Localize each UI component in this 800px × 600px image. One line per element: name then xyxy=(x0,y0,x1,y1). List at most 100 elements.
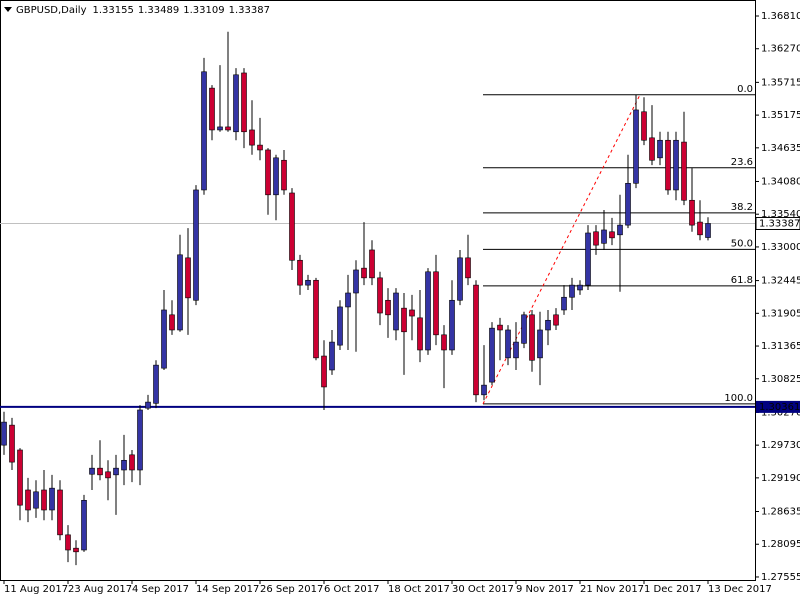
candle-body xyxy=(57,489,63,536)
candle-body xyxy=(233,74,239,133)
candle-body xyxy=(185,257,191,299)
candle-body xyxy=(465,257,471,279)
candle-body xyxy=(241,72,247,133)
x-tick-label: 30 Oct 2017 xyxy=(452,584,514,595)
candle-body xyxy=(113,467,119,476)
candle-body xyxy=(641,111,647,141)
x-tick-label: 18 Oct 2017 xyxy=(388,584,450,595)
candle-body xyxy=(441,334,447,351)
y-tick-label: 1.30270 xyxy=(761,407,800,418)
candle-body xyxy=(161,309,167,369)
y-tick-label: 1.35175 xyxy=(761,110,800,121)
candle-body xyxy=(529,314,535,361)
candle-body xyxy=(297,259,303,286)
menu-arrow[interactable] xyxy=(4,7,12,12)
candle-body xyxy=(313,279,319,359)
candle-body xyxy=(505,329,511,359)
price-label: 1.33387 xyxy=(759,218,800,229)
y-tick-label: 1.33540 xyxy=(761,209,800,220)
y-tick-label: 1.31365 xyxy=(761,341,800,352)
candle-body xyxy=(257,144,263,151)
candle-body xyxy=(601,229,607,244)
y-tick-label: 1.34080 xyxy=(761,176,800,187)
x-tick-label: 9 Nov 2017 xyxy=(516,584,574,595)
candle-body xyxy=(449,299,455,351)
candle-body xyxy=(41,489,47,511)
y-tick-label: 1.27555 xyxy=(761,572,800,583)
candle-body xyxy=(697,221,703,236)
candle-body xyxy=(273,157,279,196)
candle-body xyxy=(513,341,519,359)
candle-body xyxy=(97,467,103,476)
fib-label: 38.2 xyxy=(731,202,753,213)
candle-body xyxy=(585,232,591,286)
candle-body xyxy=(17,449,23,506)
candle-body xyxy=(497,324,503,331)
candle-body xyxy=(321,355,327,388)
candle-body xyxy=(473,284,479,396)
candle-body xyxy=(265,149,271,196)
candle-body xyxy=(201,71,207,191)
candle-body xyxy=(625,182,631,226)
fib-label: 61.8 xyxy=(731,275,753,286)
candle-body xyxy=(633,109,639,184)
candle-body xyxy=(217,126,223,131)
candle-body xyxy=(705,223,711,238)
ohlc-low: 1.33109 xyxy=(183,5,224,16)
candle-body xyxy=(33,491,39,509)
candle-body xyxy=(425,271,431,351)
candle-body xyxy=(385,299,391,316)
ohlc-open: 1.33155 xyxy=(93,5,134,16)
fib-label: 100.0 xyxy=(724,393,753,404)
candle-body xyxy=(81,499,87,551)
candle-body xyxy=(353,269,359,294)
hline-label-box xyxy=(756,400,800,413)
candle-body xyxy=(153,364,159,404)
candle-body xyxy=(169,314,175,331)
candle-body xyxy=(417,317,423,351)
candle-body xyxy=(569,284,575,298)
candle-body xyxy=(545,319,551,331)
x-tick-label: 26 Sep 2017 xyxy=(260,584,323,595)
ohlc-close: 1.33387 xyxy=(229,5,270,16)
x-tick-label: 14 Sep 2017 xyxy=(196,584,259,595)
candle-body xyxy=(401,307,407,333)
candle-body xyxy=(361,267,367,279)
candle-body xyxy=(689,199,695,226)
candle-body xyxy=(609,231,615,239)
candle-body xyxy=(25,489,31,511)
candle-body xyxy=(137,409,143,471)
x-tick-label: 21 Nov 2017 xyxy=(580,584,644,595)
candle-body xyxy=(657,139,663,159)
candle-body xyxy=(105,471,111,479)
candle-body xyxy=(145,401,151,409)
y-tick-label: 1.29730 xyxy=(761,440,800,451)
y-tick-label: 1.33000 xyxy=(761,242,800,253)
candle-body xyxy=(249,129,255,146)
y-tick-label: 1.34635 xyxy=(761,143,800,154)
y-tick-label: 1.35715 xyxy=(761,77,800,88)
y-tick-label: 1.31905 xyxy=(761,308,800,319)
candle-body xyxy=(489,327,495,383)
chart-title: GBPUSD,Daily 1.33155 1.33489 1.33109 1.33387 xyxy=(16,5,270,16)
candle-body xyxy=(457,257,463,301)
candle-body xyxy=(553,314,559,326)
candle-body xyxy=(377,277,383,314)
y-tick-label: 1.28635 xyxy=(761,507,800,518)
symbol: GBPUSD,Daily xyxy=(16,5,87,16)
candle-body xyxy=(521,314,527,344)
candle-body xyxy=(281,159,287,191)
candle-body xyxy=(649,137,655,161)
price-label-box xyxy=(755,216,800,230)
candle-body xyxy=(305,279,311,286)
x-tick-label: 23 Aug 2017 xyxy=(68,584,132,595)
y-tick-label: 1.30825 xyxy=(761,374,800,385)
y-tick-label: 1.36810 xyxy=(761,11,800,22)
candle-body xyxy=(193,189,199,301)
candle-body xyxy=(481,384,487,396)
candle-body xyxy=(225,126,231,131)
candle-body xyxy=(1,421,7,446)
candle-body xyxy=(433,271,439,336)
y-tick-label: 1.29190 xyxy=(761,473,800,484)
